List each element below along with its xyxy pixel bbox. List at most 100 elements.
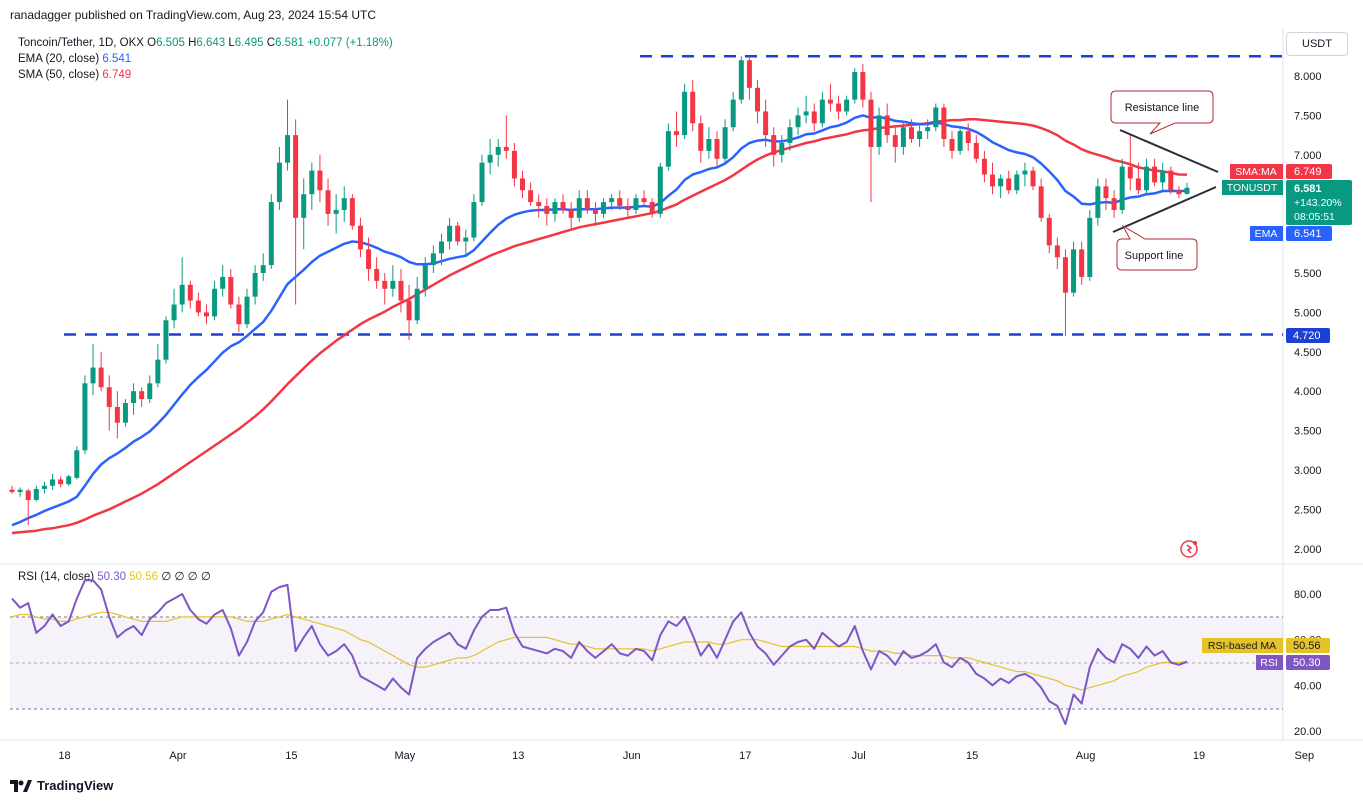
candle-down xyxy=(884,103,890,143)
candle-down xyxy=(139,387,145,407)
sma-legend[interactable]: SMA (50, close) 6.749 xyxy=(18,67,131,83)
candle-body xyxy=(463,237,469,242)
candle-down xyxy=(406,284,412,340)
candle-body xyxy=(1103,186,1109,199)
candle-body xyxy=(584,198,590,210)
candle-body xyxy=(1127,166,1133,179)
rsi-ma-path xyxy=(11,611,1188,691)
candle-down xyxy=(560,194,566,214)
candle-down xyxy=(617,190,623,210)
price-axis[interactable]: 8.0007.5007.0006.5006.0005.5005.0004.500… xyxy=(1294,71,1322,556)
candle-body xyxy=(1111,198,1117,210)
candle-body xyxy=(941,107,947,140)
candle-body xyxy=(495,146,501,155)
support-trendline[interactable] xyxy=(1112,186,1217,233)
ema-20-line xyxy=(11,114,1187,527)
candle-body xyxy=(244,296,250,325)
alert-icon[interactable] xyxy=(1180,540,1198,558)
candle-body xyxy=(455,225,461,242)
candle-up xyxy=(1014,170,1020,195)
candles xyxy=(9,56,1190,526)
candle-body xyxy=(730,99,736,128)
ema-legend-value: 6.541 xyxy=(102,53,132,65)
sma-name-tag-text: SMA:MA xyxy=(1235,166,1276,178)
brand-logo[interactable]: TradingView xyxy=(10,778,113,793)
candle-body xyxy=(276,162,282,203)
candle-down xyxy=(374,257,380,289)
candle-down xyxy=(568,202,574,230)
candle-down xyxy=(366,237,372,281)
candle-down xyxy=(763,99,769,147)
candle-up xyxy=(90,343,96,396)
candle-body xyxy=(171,304,177,321)
candle-up xyxy=(609,194,615,210)
candle-body xyxy=(1160,170,1166,183)
candle-body xyxy=(673,131,679,136)
ton-value-tag xyxy=(1286,180,1352,225)
candle-body xyxy=(114,406,120,423)
rsi-value-tag-text: 50.30 xyxy=(1293,657,1321,669)
candle-down xyxy=(520,170,526,199)
rsi-name-tag xyxy=(1256,655,1283,670)
candle-body xyxy=(471,202,477,238)
candle-up xyxy=(479,154,485,207)
candle-body xyxy=(998,178,1004,187)
resistance-callout[interactable]: Resistance line xyxy=(1110,90,1214,135)
candle-down xyxy=(98,351,104,392)
ema-value-tag xyxy=(1286,226,1332,241)
candle-up xyxy=(852,68,858,104)
candle-up xyxy=(779,135,785,163)
triangle-pattern xyxy=(1112,129,1219,233)
candle-body xyxy=(1054,245,1060,258)
ema-legend[interactable]: EMA (20, close) 6.541 xyxy=(18,51,131,67)
resistance-trendline[interactable] xyxy=(1119,129,1219,173)
candle-body xyxy=(268,202,274,266)
candle-body xyxy=(892,135,898,147)
candle-up xyxy=(487,139,493,175)
candle-body xyxy=(925,127,931,132)
candle-up xyxy=(260,253,266,281)
candle-body xyxy=(447,225,453,242)
rsi-legend[interactable]: RSI (14, close) 50.30 50.56 ∅ ∅ ∅ ∅ xyxy=(18,569,211,585)
candle-up xyxy=(220,265,226,297)
candle-body xyxy=(1014,174,1020,191)
candle-body xyxy=(9,489,15,493)
open-label: O xyxy=(147,37,157,49)
price-tick-label: 4.000 xyxy=(1294,386,1322,398)
candle-body xyxy=(852,72,858,100)
candle-down xyxy=(357,217,363,258)
candle-up xyxy=(122,399,128,427)
candle-body xyxy=(228,276,234,305)
candle-up xyxy=(390,265,396,297)
time-tick-label: May xyxy=(394,750,415,762)
high-value: 6.643 xyxy=(196,37,226,49)
time-axis[interactable]: 18 Apr 15 May 13 Jun 17 Jul 15 Aug 19 Sep xyxy=(58,750,1314,762)
support-callout-text: Support line xyxy=(1125,250,1184,262)
candle-body xyxy=(1184,187,1190,194)
level-value-tag xyxy=(1286,328,1330,343)
price-tick-label: 4.500 xyxy=(1294,347,1322,359)
candle-body xyxy=(900,127,906,147)
candle-body xyxy=(617,198,623,207)
candle-body xyxy=(1095,186,1101,218)
candle-body xyxy=(779,142,785,155)
candle-up xyxy=(722,119,728,163)
candle-body xyxy=(1152,166,1158,183)
rsi-ma-value-tag-text: 50.56 xyxy=(1293,640,1321,652)
candle-up xyxy=(17,487,23,497)
currency-button[interactable]: USDT xyxy=(1286,32,1348,56)
candle-down xyxy=(892,127,898,163)
candle-body xyxy=(479,162,485,203)
high-label: H xyxy=(188,37,197,49)
price-tick-label: 2.000 xyxy=(1294,544,1322,556)
candle-body xyxy=(50,479,56,486)
ema-legend-label: EMA (20, close) xyxy=(18,53,100,65)
candle-body xyxy=(82,383,88,451)
candle-down xyxy=(1006,170,1012,195)
candle-body xyxy=(592,209,598,214)
symbol-name[interactable]: Toncoin/Tether, 1D, OKX xyxy=(18,37,144,49)
support-callout[interactable]: Support line xyxy=(1116,224,1198,271)
candle-down xyxy=(536,194,542,218)
resistance-callout-box xyxy=(1110,90,1214,135)
